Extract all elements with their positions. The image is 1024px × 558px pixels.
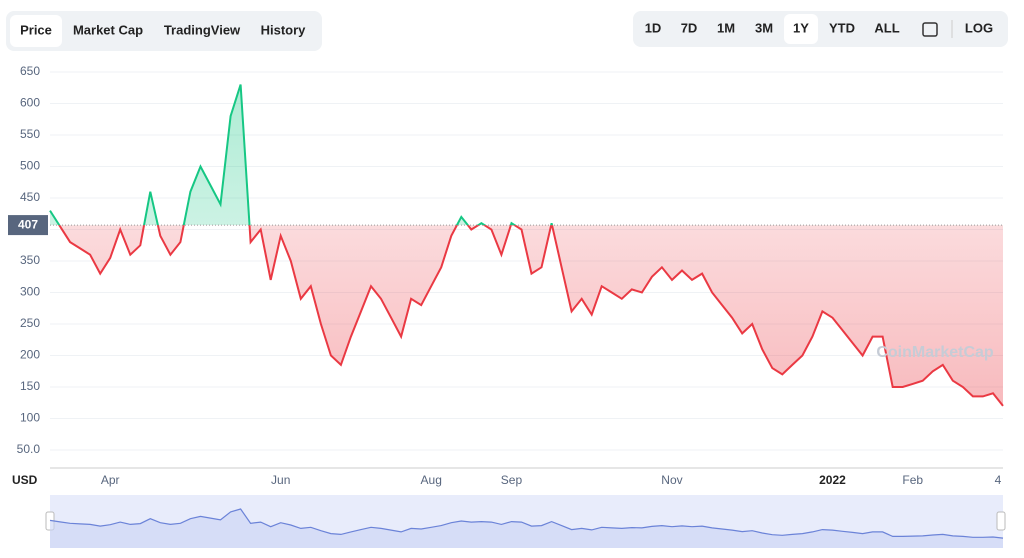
tab[interactable]: TradingView: [164, 22, 241, 37]
y-tick-label: 450: [20, 190, 40, 204]
reference-badge: [8, 215, 48, 236]
reference-label: 407: [18, 217, 38, 231]
nav-handle[interactable]: [996, 511, 1006, 531]
tab-active: [10, 15, 62, 47]
x-tick-label: Apr: [101, 473, 120, 487]
nav-area: [50, 509, 1003, 548]
x-tick-label: Feb: [902, 473, 923, 487]
tab-bar: [6, 11, 322, 51]
nav-line: [49, 508, 1004, 539]
y-tick-label: 50.0: [17, 442, 41, 456]
y-tick-label: 650: [20, 64, 40, 78]
log-button[interactable]: LOG: [965, 20, 993, 35]
range-button[interactable]: 7D: [681, 20, 698, 35]
y-tick-label: 350: [20, 253, 40, 267]
y-tick-label: 200: [20, 348, 40, 362]
y-tick-label: 600: [20, 96, 40, 110]
x-tick-label: 2022: [819, 473, 846, 487]
range-button[interactable]: 1D: [645, 20, 662, 35]
tab[interactable]: Market Cap: [73, 22, 143, 37]
x-tick-label: Aug: [421, 473, 442, 487]
y-tick-label: 500: [20, 159, 40, 173]
y-tick-label: 250: [20, 316, 40, 330]
price-line-down: [58, 225, 1004, 407]
x-tick-label: Jun: [271, 473, 290, 487]
y-tick-label: 300: [20, 285, 40, 299]
y-tick-label: 150: [20, 379, 40, 393]
tab[interactable]: History: [261, 22, 307, 37]
y-tick-label: 550: [20, 127, 40, 141]
range-button[interactable]: YTD: [829, 20, 855, 35]
x-tick-label: Sep: [501, 473, 523, 487]
axis-unit: USD: [12, 473, 38, 487]
x-tick-label: Nov: [661, 473, 682, 487]
range-bar: [633, 11, 1008, 47]
watermark: CoinMarketCap: [876, 344, 994, 361]
tab[interactable]: Price: [20, 22, 52, 37]
range-button[interactable]: 3M: [755, 20, 773, 35]
calendar-icon[interactable]: [922, 22, 938, 37]
range-active: [784, 14, 818, 44]
y-tick-label: 100: [20, 411, 40, 425]
range-button[interactable]: 1Y: [793, 20, 809, 35]
x-tick-label: 4: [995, 473, 1002, 487]
range-button[interactable]: ALL: [874, 20, 899, 35]
range-button[interactable]: 1M: [717, 20, 735, 35]
price-line-up: [49, 84, 554, 226]
area-below: [50, 225, 1003, 406]
